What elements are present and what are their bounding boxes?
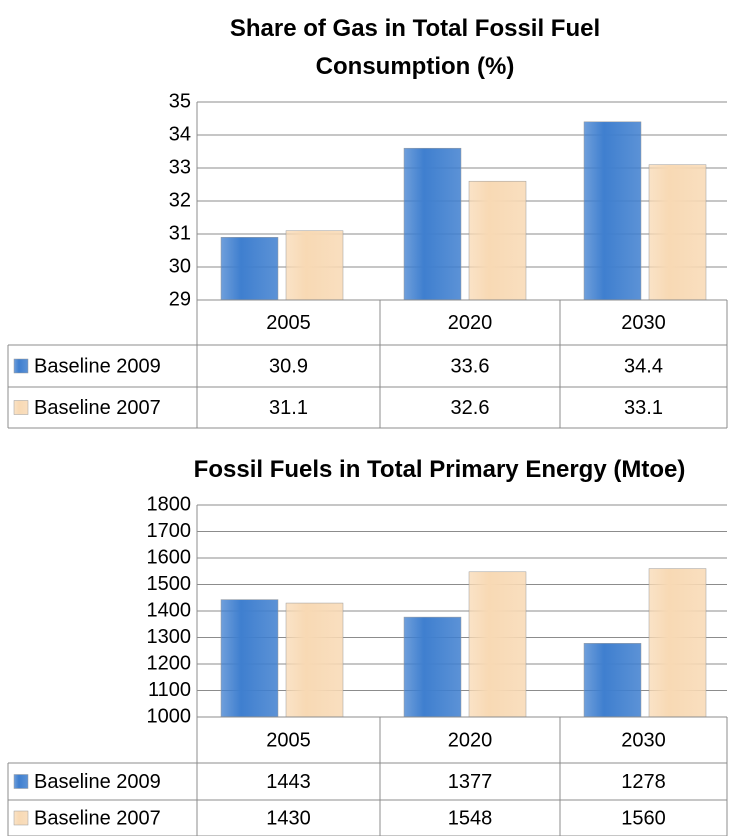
table-cell: 1377 xyxy=(448,771,493,793)
y-tick-label: 1800 xyxy=(147,493,192,515)
legend-swatch xyxy=(13,774,29,789)
bar xyxy=(403,147,462,301)
chart-title: Share of Gas in Total Fossil Fuel Consum… xyxy=(229,15,601,80)
table-cell: 31.1 xyxy=(269,397,308,419)
x-tick-label: 2005 xyxy=(266,729,311,751)
y-tick-label: 1700 xyxy=(147,520,192,542)
y-tick-label: 34 xyxy=(169,123,191,145)
chart-title: Fossil Fuels in Total Primary Energy (Mt… xyxy=(193,456,686,483)
table-cell: 1430 xyxy=(266,807,311,829)
bar xyxy=(220,237,279,301)
table-cell: 34.4 xyxy=(624,355,663,377)
y-tick-label: 33 xyxy=(169,156,191,178)
x-tick-label: 2030 xyxy=(621,312,666,334)
bar xyxy=(583,643,642,718)
bar xyxy=(285,602,344,718)
table-cell: 1548 xyxy=(448,807,493,829)
bar xyxy=(648,164,707,301)
table-cell: 1560 xyxy=(621,807,666,829)
x-tick-label: 2020 xyxy=(448,312,493,334)
bar xyxy=(648,568,707,718)
bar xyxy=(468,571,527,718)
bar xyxy=(285,230,344,301)
legend-label: Baseline 2009 xyxy=(34,355,161,377)
x-tick-label: 2030 xyxy=(621,729,666,751)
legend-swatch xyxy=(13,358,29,374)
table-cell: 33.1 xyxy=(624,397,663,419)
y-tick-label: 1100 xyxy=(148,679,191,701)
legend-swatch xyxy=(13,400,29,415)
bar xyxy=(403,616,462,718)
table-cell: 1443 xyxy=(266,771,311,793)
table-cell: 33.6 xyxy=(451,355,490,377)
y-tick-label: 35 xyxy=(169,90,191,112)
x-tick-label: 2020 xyxy=(448,729,493,751)
x-tick-label: 2005 xyxy=(266,312,311,334)
table-cell: 1278 xyxy=(621,771,666,793)
legend-label: Baseline 2007 xyxy=(34,397,161,419)
y-tick-label: 1500 xyxy=(147,573,192,595)
table-cell: 30.9 xyxy=(269,355,308,377)
legend-label: Baseline 2007 xyxy=(34,807,161,829)
legend-swatch xyxy=(13,810,29,826)
y-tick-label: 31 xyxy=(169,222,191,244)
y-tick-label: 1000 xyxy=(147,705,192,727)
bar xyxy=(583,121,642,301)
y-tick-label: 1300 xyxy=(147,626,192,648)
y-tick-label: 1600 xyxy=(147,546,192,568)
bar xyxy=(220,599,279,718)
y-tick-label: 1200 xyxy=(147,652,192,674)
y-tick-label: 30 xyxy=(169,255,191,277)
y-tick-label: 32 xyxy=(169,189,191,211)
legend-label: Baseline 2009 xyxy=(34,771,161,793)
y-tick-label: 1400 xyxy=(147,599,192,621)
table-cell: 32.6 xyxy=(451,397,490,419)
y-tick-label: 29 xyxy=(169,288,191,310)
bar xyxy=(468,180,527,301)
